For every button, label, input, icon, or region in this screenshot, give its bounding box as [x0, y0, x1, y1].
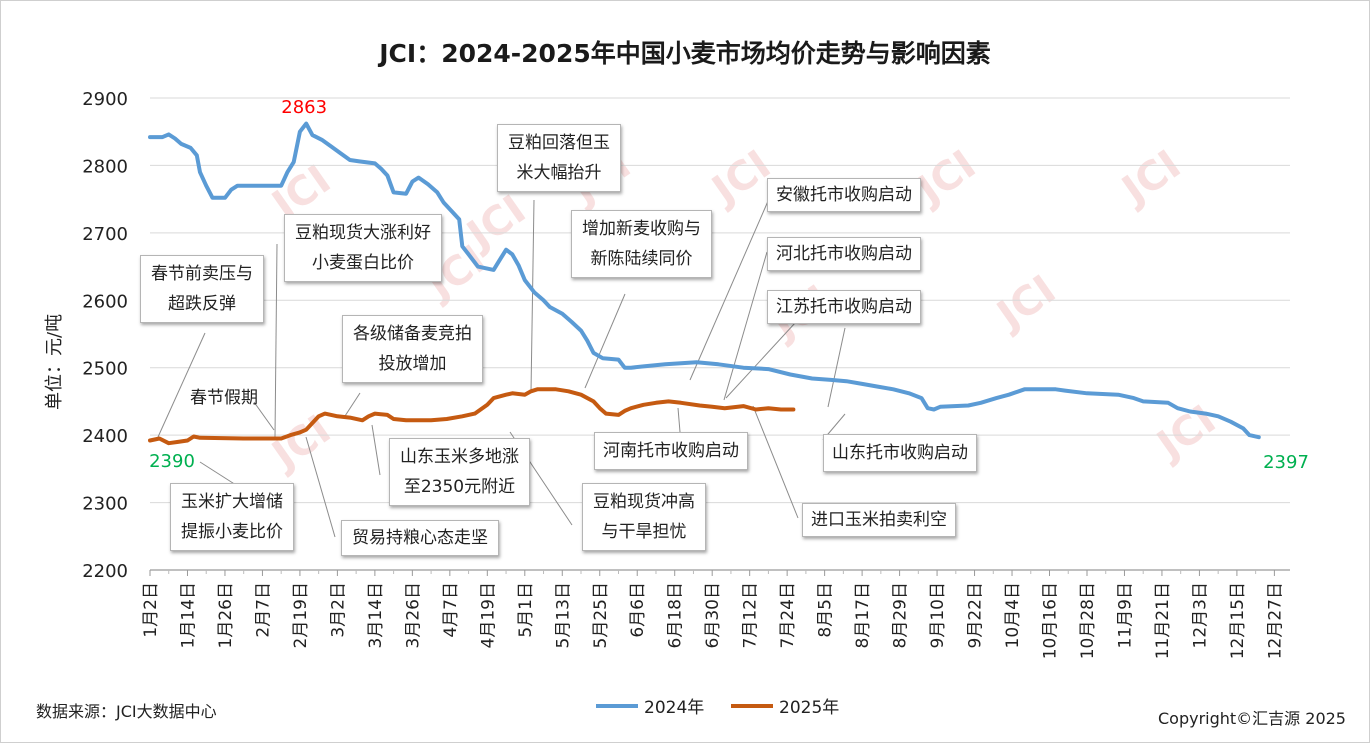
leader-line-12	[723, 251, 768, 401]
x-tick-label-8: 4月7日	[441, 582, 461, 638]
leader-line-1	[274, 243, 278, 438]
x-tick-label-0: 1月2日	[141, 582, 161, 638]
x-axis-ticks: 1月2日 1月14日 1月26日 2月7日 2月19日 3月2日 3月14日 3月26日 4月7…	[141, 570, 1285, 659]
x-tick-label-23: 10月4日	[1003, 582, 1023, 648]
y-tick-label-2700: 2700	[82, 224, 128, 245]
callout-shandong-support: 山东托市收购启动	[823, 434, 977, 472]
x-tick-label-24: 10月16日	[1041, 582, 1061, 659]
series-2024-line	[148, 121, 1261, 440]
legend-2025: 2025年	[731, 693, 839, 718]
callout-jiangsu-support: 江苏托市收购启动	[767, 290, 921, 324]
legend-2024: 2024年	[596, 693, 704, 718]
x-tick-label-11: 5月13日	[553, 582, 573, 648]
leader-line-5	[344, 392, 361, 417]
max-value-label: 2863	[281, 97, 327, 118]
chart-title: JCI：2024-2025年中国小麦市场均价走势与影响因素	[379, 39, 991, 68]
x-tick-label-15: 6月30日	[703, 582, 723, 648]
callout-henan-support: 河南托市收购启动	[594, 432, 748, 470]
legend-swatch-2024	[596, 703, 638, 708]
leader-line-4	[305, 436, 336, 538]
x-tick-label-9: 4月19日	[478, 582, 498, 648]
callout-soymeal-surge: 豆粕现货大涨利好 小麦蛋白比价	[284, 214, 442, 282]
watermark-8: JCI	[262, 407, 339, 480]
leader-line-8	[584, 293, 626, 389]
y-axis-label-text: 单位：元/吨	[44, 314, 65, 410]
label-spring-festival: 春节假期	[190, 388, 258, 408]
y-tick-label-2800: 2800	[82, 156, 128, 177]
y-tick-label-2400: 2400	[82, 426, 128, 447]
leader-line-6	[371, 424, 381, 476]
legend-swatch-2025	[731, 703, 773, 708]
x-tick-label-1: 1月14日	[178, 582, 198, 648]
watermark-5: JCI	[987, 267, 1064, 340]
x-tick-label-20: 8月29日	[891, 582, 911, 648]
callout-hebei-support: 河北托市收购启动	[767, 237, 921, 271]
x-tick-label-5: 3月2日	[328, 582, 348, 638]
x-tick-label-14: 6月18日	[666, 582, 686, 648]
callout-shandong-corn: 山东玉米多地涨 至2350元附近	[389, 438, 530, 506]
copyright: Copyright©汇吉源 2025	[1158, 709, 1346, 728]
callout-soymeal-drought: 豆粕现货冲高 与干旱担忧	[582, 483, 706, 551]
start-value-label: 2390	[149, 451, 195, 472]
leader-line-2	[253, 401, 275, 431]
data-source: 数据来源：JCI大数据中心	[36, 702, 217, 721]
leader-line-14	[752, 405, 799, 519]
y-tick-label-2200: 2200	[82, 561, 128, 582]
x-tick-label-28: 12月3日	[1190, 582, 1210, 648]
leader-line-11	[689, 191, 773, 381]
y-tick-label-2500: 2500	[82, 359, 128, 380]
callout-trade-holding: 贸易持粮心态走坚	[341, 520, 499, 556]
callout-import-corn-auction: 进口玉米拍卖利空	[802, 503, 956, 537]
x-tick-label-7: 3月26日	[403, 582, 423, 648]
callout-soymeal-fall-corn-rise: 豆粕回落但玉 米大幅抬升	[497, 124, 621, 192]
x-tick-label-6: 3月14日	[366, 582, 386, 648]
watermark-6: JCI	[1112, 142, 1189, 215]
callout-corn-reserve: 玉米扩大增储 提振小麦比价	[170, 483, 294, 551]
leader-line-15	[827, 327, 846, 408]
callout-spring-festival-rebound: 春节前卖压与 超跌反弹	[140, 255, 264, 323]
x-tick-label-17: 7月24日	[778, 582, 798, 648]
y-tick-label-2300: 2300	[82, 494, 128, 515]
x-tick-label-25: 10月28日	[1078, 582, 1098, 659]
y-tick-label-2600: 2600	[82, 291, 128, 312]
series-2025-line	[148, 387, 796, 446]
leader-line-13	[725, 309, 808, 399]
x-tick-label-3: 2月7日	[253, 582, 273, 638]
x-tick-label-21: 9月10日	[928, 582, 948, 648]
x-tick-label-2: 1月26日	[216, 582, 236, 648]
x-tick-label-30: 12月27日	[1265, 582, 1285, 659]
x-tick-label-10: 5月1日	[516, 582, 536, 638]
end-value-label: 2397	[1263, 452, 1309, 473]
y-tick-label-2900: 2900	[82, 89, 128, 110]
x-tick-label-29: 12月15日	[1228, 582, 1248, 659]
x-tick-label-27: 11月21日	[1153, 582, 1173, 659]
x-tick-label-13: 6月6日	[628, 582, 648, 638]
x-tick-label-22: 9月22日	[966, 582, 986, 648]
callout-new-wheat-purchase: 增加新麦收购与 新陈陆续同价	[571, 210, 712, 278]
x-tick-label-4: 2月19日	[291, 582, 311, 648]
leader-line-0	[157, 332, 206, 438]
callout-reserve-auction: 各级储备麦竞拍 投放增加	[342, 315, 483, 383]
x-tick-label-12: 5月25日	[591, 582, 611, 648]
x-tick-label-18: 8月5日	[816, 582, 836, 638]
callout-anhui-support: 安徽托市收购启动	[767, 178, 921, 212]
leader-line-10	[677, 407, 681, 433]
y-axis-ticks: 2200 2300 2400 2500 2600 2700 2800 2900	[82, 89, 128, 582]
y-axis-label: 单位：元/吨	[40, 300, 70, 415]
x-tick-label-19: 8月17日	[853, 582, 873, 648]
gridlines	[150, 97, 1290, 571]
leader-line-7	[530, 199, 535, 393]
leader-line-3	[199, 461, 237, 486]
x-tick-label-26: 11月9日	[1115, 582, 1135, 648]
watermark-7: JCI	[1147, 397, 1224, 470]
x-tick-label-16: 7月12日	[741, 582, 761, 648]
